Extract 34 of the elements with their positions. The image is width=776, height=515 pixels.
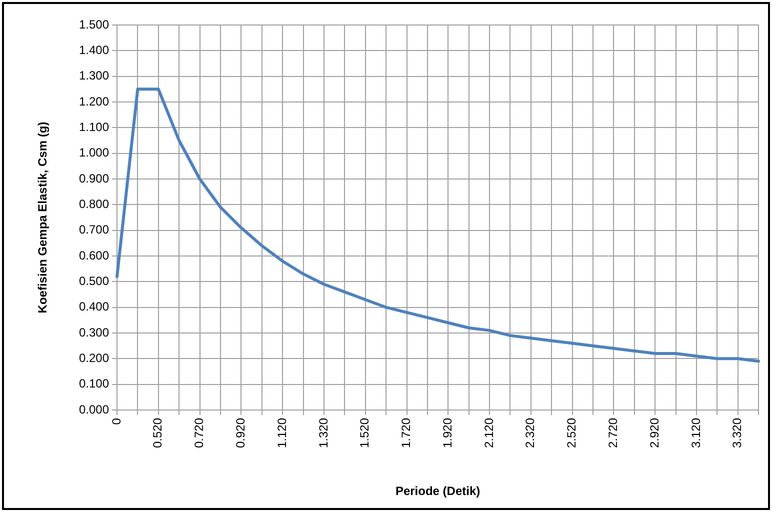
x-tick-label: 1.720 xyxy=(399,418,414,448)
x-tick-label: 2.120 xyxy=(482,418,496,448)
y-tick-label: 0.500 xyxy=(78,274,110,288)
x-tick-label: 1.320 xyxy=(316,418,330,448)
y-tick-label: 0.200 xyxy=(78,350,110,365)
y-tick-label: 1.200 xyxy=(78,94,110,108)
y-tick-label: 1.500 xyxy=(78,17,110,32)
x-tick-label: 1.520 xyxy=(358,418,372,448)
x-tick-label: 0.520 xyxy=(150,418,165,448)
y-tick-label: 0.700 xyxy=(78,222,110,237)
x-tick-label: 0.720 xyxy=(192,418,206,448)
y-tick-label: 0.100 xyxy=(78,376,110,391)
x-axis-title: Periode (Detik) xyxy=(395,484,480,498)
y-tick-label: 1.000 xyxy=(78,146,110,160)
x-tick-label: 1.920 xyxy=(440,418,454,448)
x-tick-label: 2.920 xyxy=(647,418,662,448)
y-axis-title: Koefisien Gempa Elastik, Csm (g) xyxy=(36,122,50,314)
y-tick-label: 1.400 xyxy=(78,42,110,57)
x-tick-label: 1.120 xyxy=(274,418,289,448)
x-tick-label: 2.520 xyxy=(564,418,579,448)
x-tick-label: 0 xyxy=(109,418,124,425)
x-tick-label: 2.720 xyxy=(606,418,620,448)
y-tick-label: 1.300 xyxy=(78,68,110,83)
y-tick-label: 0.800 xyxy=(78,196,110,211)
y-tick-label: 0.300 xyxy=(78,325,110,340)
x-tick-label: 0.920 xyxy=(233,418,248,448)
x-tick-label: 2.320 xyxy=(523,418,538,448)
x-tick-label: 3.320 xyxy=(730,418,744,448)
y-tick-label: 0.600 xyxy=(78,248,110,262)
y-tick-label: 0.400 xyxy=(78,300,110,314)
y-tick-label: 1.100 xyxy=(78,120,110,134)
y-tick-label: 0.000 xyxy=(78,402,110,416)
x-tick-label: 3.120 xyxy=(688,418,703,448)
y-tick-label: 0.900 xyxy=(78,171,110,186)
